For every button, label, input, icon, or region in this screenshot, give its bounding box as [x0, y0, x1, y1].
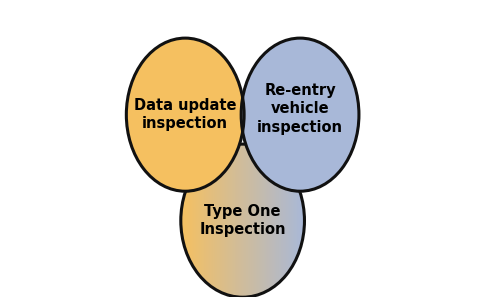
Ellipse shape	[241, 38, 359, 191]
Text: Type One
Inspection: Type One Inspection	[200, 204, 286, 238]
Ellipse shape	[181, 144, 304, 297]
Text: Re-entry
vehicle
inspection: Re-entry vehicle inspection	[257, 83, 343, 135]
Text: Data update
inspection: Data update inspection	[134, 98, 236, 131]
Ellipse shape	[126, 38, 244, 191]
